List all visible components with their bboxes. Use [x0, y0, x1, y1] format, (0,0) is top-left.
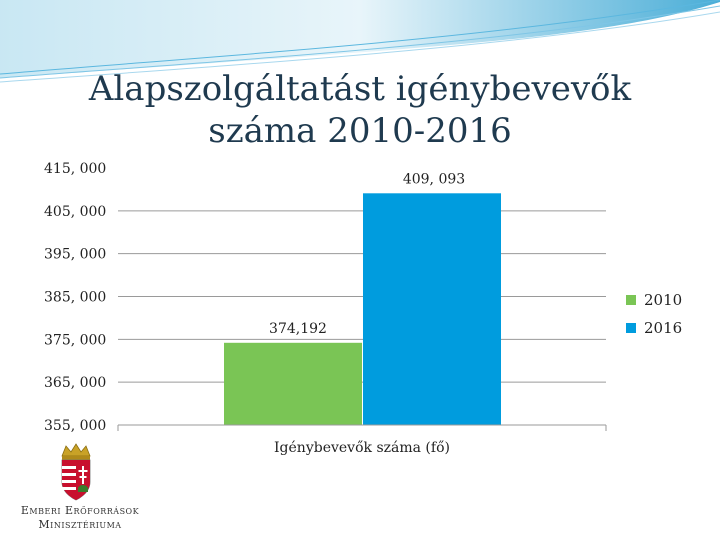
ministry-logo: Emberi Erőforrások Minisztériuma: [10, 442, 150, 534]
slide-title: Alapszolgáltatást igénybevevők száma 201…: [60, 68, 660, 152]
y-tick-label: 415, 000: [44, 161, 106, 177]
logo-text-line2: Minisztériuma: [38, 518, 122, 531]
y-tick-label: 365, 000: [44, 375, 106, 391]
slide-title-line2: száma 2010-2016: [208, 111, 512, 151]
y-tick-label: 405, 000: [44, 204, 106, 220]
legend-label-2016: 2016: [644, 319, 683, 337]
y-tick-label: 385, 000: [44, 290, 106, 306]
legend-item-2016: 2016: [626, 314, 682, 342]
bar-2016: [363, 193, 501, 425]
y-axis-tick-labels: 415, 000 405, 000 395, 000 385, 000 375, 000…: [44, 161, 106, 434]
chart-legend: 2010 2016: [626, 286, 682, 342]
legend-swatch-2016: [626, 323, 636, 333]
legend-item-2010: 2010: [626, 286, 682, 314]
y-tick-label: 375, 000: [44, 332, 106, 348]
legend-swatch-2010: [626, 295, 636, 305]
bars: [224, 193, 501, 425]
logo-text-line1: Emberi Erőforrások: [20, 504, 140, 517]
bar-2010: [224, 342, 362, 425]
data-label-2016: 409, 093: [403, 171, 465, 187]
slide-title-line1: Alapszolgáltatást igénybevevők: [88, 69, 632, 109]
y-tick-label: 395, 000: [44, 247, 106, 263]
y-tick-label: 355, 000: [44, 418, 106, 434]
x-category-label: Igénybevevők száma (fő): [274, 440, 450, 456]
decorative-swoosh-banner: [0, 0, 720, 83]
data-labels: 374,192 409, 093: [269, 171, 465, 336]
data-label-2010: 374,192: [269, 321, 327, 337]
coat-of-arms-icon: [61, 443, 91, 501]
legend-label-2010: 2010: [644, 291, 683, 309]
